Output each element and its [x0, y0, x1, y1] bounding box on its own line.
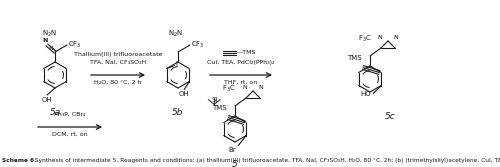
Text: N: N: [258, 85, 264, 90]
Text: N$_2$N: N$_2$N: [168, 29, 184, 39]
Text: Br: Br: [228, 147, 236, 153]
Text: THF, rt, on: THF, rt, on: [224, 80, 258, 85]
Text: TMS: TMS: [346, 55, 362, 61]
Text: CF$_3$: CF$_3$: [191, 40, 204, 50]
Text: CF$_3$: CF$_3$: [68, 40, 82, 50]
Text: Ph₃P, CBr₄: Ph₃P, CBr₄: [54, 112, 86, 117]
Text: Si: Si: [211, 98, 218, 104]
Text: N: N: [48, 46, 53, 51]
Text: Synthesis of intermediate 5. Reagents and conditions: (a) thallium(III) trifluor: Synthesis of intermediate 5. Reagents an…: [33, 158, 500, 163]
Text: —TMS: —TMS: [237, 50, 256, 55]
Text: 5b: 5b: [172, 108, 184, 117]
Text: TFA, NaI, CF₃SO₃H: TFA, NaI, CF₃SO₃H: [90, 60, 146, 65]
Text: H₂O, 80 °C, 2 h: H₂O, 80 °C, 2 h: [94, 80, 142, 85]
Text: N: N: [42, 38, 48, 43]
Text: TMS: TMS: [212, 106, 226, 112]
Text: 5: 5: [232, 160, 238, 167]
Text: 5a: 5a: [50, 108, 60, 117]
Text: OH: OH: [179, 92, 190, 98]
Text: N: N: [242, 85, 248, 90]
Text: DCM, rt, on: DCM, rt, on: [52, 132, 88, 137]
Text: N: N: [394, 35, 398, 40]
Text: HO: HO: [360, 92, 372, 98]
Text: 5c: 5c: [384, 112, 396, 121]
Text: Thallium(III) trifluoroacetate: Thallium(III) trifluoroacetate: [74, 52, 162, 57]
Text: CuI, TEA, PdCl₂(PPh₃)₂: CuI, TEA, PdCl₂(PPh₃)₂: [208, 60, 275, 65]
Text: Scheme 6.: Scheme 6.: [2, 158, 36, 163]
Text: F$_3$C: F$_3$C: [358, 34, 372, 44]
Text: OH: OH: [42, 97, 52, 103]
Text: I: I: [176, 61, 178, 67]
Text: N$_2$N: N$_2$N: [42, 29, 58, 39]
Text: F$_3$C: F$_3$C: [222, 84, 236, 94]
Text: N: N: [378, 35, 382, 40]
